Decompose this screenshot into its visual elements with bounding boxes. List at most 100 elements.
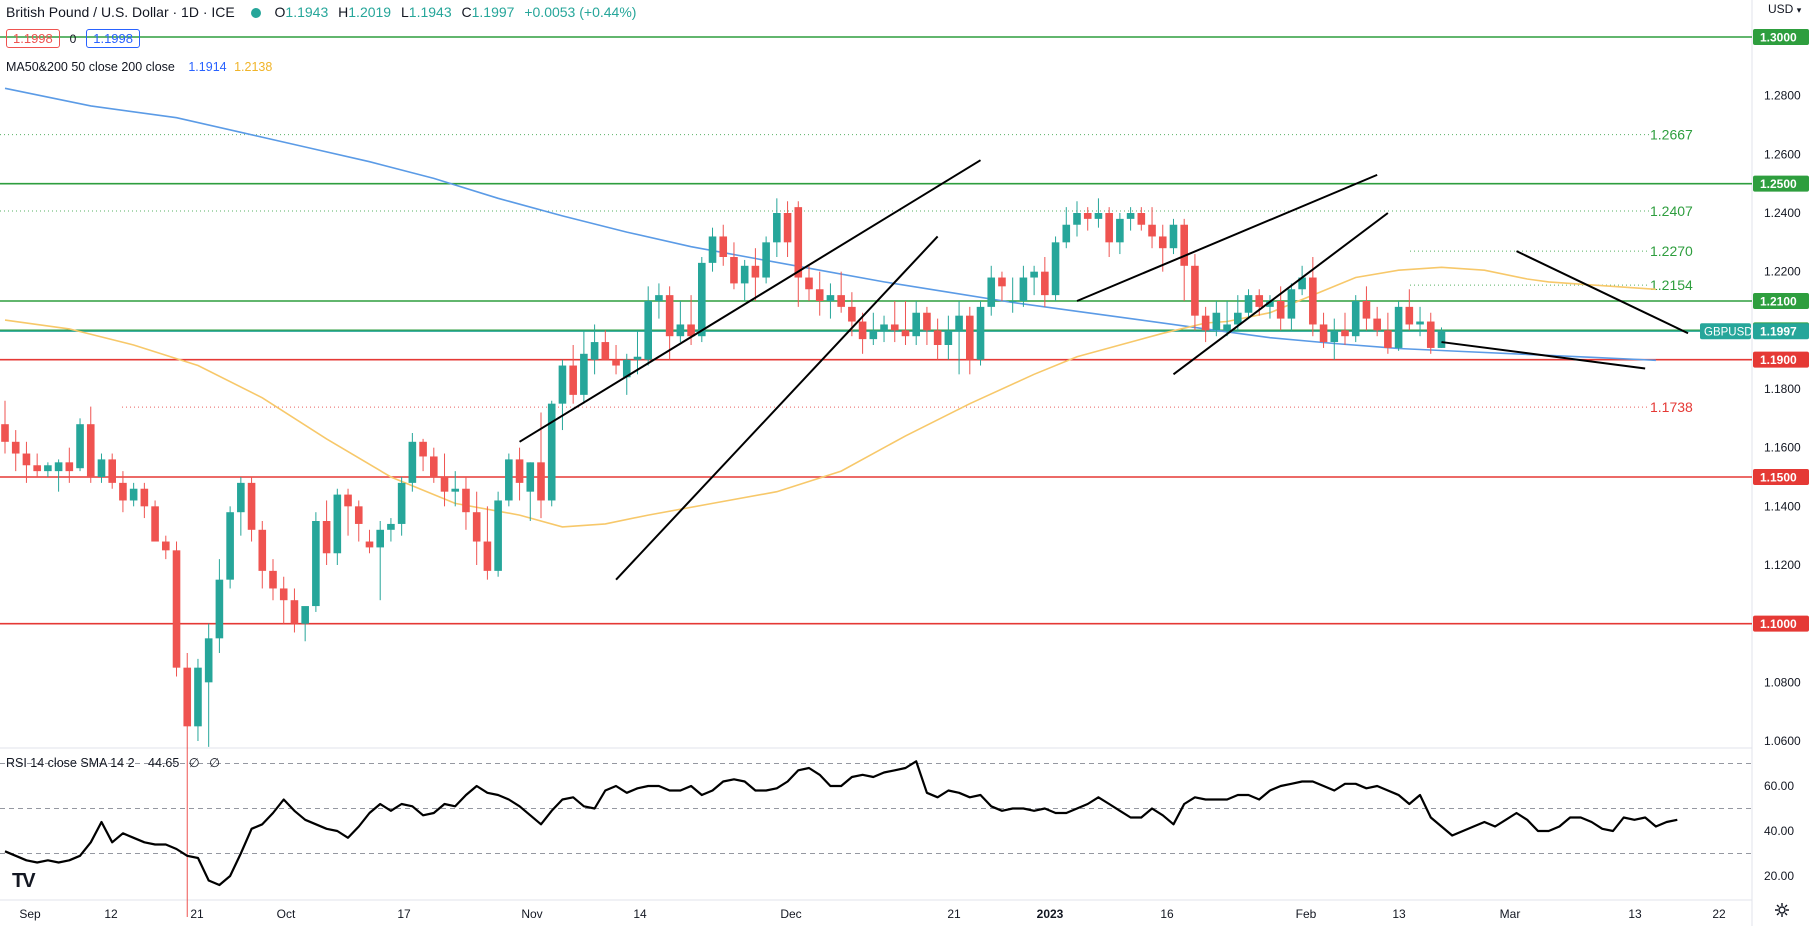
price-tick-label: 1.1600 <box>1764 441 1801 455</box>
candle-body <box>462 488 470 513</box>
candle <box>151 500 159 542</box>
candle <box>880 315 888 343</box>
rsi-extra-1: ∅ <box>188 756 200 770</box>
rsi-line <box>4 760 1678 887</box>
candles[interactable] <box>1 198 1446 917</box>
sell-button[interactable]: 1.1998 <box>6 29 60 48</box>
candle-body <box>1394 306 1403 348</box>
candle-body <box>580 353 588 395</box>
candle-body <box>1169 224 1178 249</box>
candle <box>537 412 545 519</box>
candle-body <box>1201 315 1210 331</box>
key-level-badge-bg <box>1753 615 1809 632</box>
candle <box>86 406 95 483</box>
price-tick-label: 1.2800 <box>1764 89 1801 103</box>
candle-body <box>837 295 845 307</box>
settings-icon[interactable] <box>1774 902 1790 918</box>
candle <box>129 482 138 507</box>
candle-body <box>419 441 427 457</box>
candle <box>751 248 760 301</box>
ohlc-close-label: C <box>461 4 472 20</box>
candle <box>987 265 996 316</box>
candle-body <box>665 295 674 337</box>
tradingview-logo[interactable]: TV <box>12 870 36 893</box>
key-level-badge-bg <box>1753 469 1809 485</box>
candle <box>237 477 245 536</box>
candle <box>183 653 192 917</box>
rsi-tick-label: 20.00 <box>1764 869 1794 883</box>
candle <box>333 488 342 565</box>
candle-body <box>944 330 953 345</box>
candle <box>258 521 267 589</box>
logo-text: TV <box>12 870 36 892</box>
ma200-value: 1.2138 <box>234 60 273 74</box>
candle <box>1105 207 1113 257</box>
time-tick-label: Oct <box>277 907 296 921</box>
candle-body <box>54 462 63 472</box>
candle <box>365 529 374 554</box>
candle <box>1437 327 1446 348</box>
rsi-value: 44.65 <box>148 756 180 770</box>
candle-body <box>1351 301 1360 337</box>
candle-body <box>687 324 695 337</box>
candle <box>247 477 256 542</box>
candle <box>1116 213 1124 255</box>
candle-body <box>97 459 106 477</box>
candle-body <box>590 342 599 360</box>
candle-body <box>676 324 685 337</box>
candle-body <box>740 265 749 284</box>
candle <box>1191 254 1199 331</box>
currency-menu[interactable]: USD ▾ <box>1768 2 1801 16</box>
candle <box>505 453 513 507</box>
candle-body <box>858 321 867 340</box>
candle-body <box>151 506 159 542</box>
candle <box>1266 295 1274 319</box>
candle <box>408 433 417 492</box>
symbol-title[interactable]: British Pound / U.S. Dollar · 1D · ICE <box>6 4 235 20</box>
candle-body <box>194 667 202 727</box>
candle-body <box>998 277 1006 287</box>
candle-body <box>86 424 95 477</box>
candle-body <box>923 312 931 331</box>
time-axis[interactable]: Sep 12 21 Oct 17 Nov 14 Dec 21 2023 16 Feb 13 Mar 13 22 <box>19 907 1726 921</box>
candle-body <box>1083 213 1092 219</box>
candle-body <box>237 482 245 513</box>
ma-legend[interactable]: MA50&200 50 close 200 close 1.1914 1.213… <box>6 60 272 74</box>
candle <box>633 330 642 375</box>
candle-body <box>569 365 577 395</box>
candle <box>119 471 127 513</box>
candle-body <box>901 330 910 337</box>
candle-body <box>108 459 116 483</box>
candle <box>1169 218 1178 255</box>
candle <box>966 306 974 375</box>
buy-button[interactable]: 1.1998 <box>86 29 140 48</box>
candle-body <box>472 512 481 542</box>
triangle-upper <box>1516 250 1689 335</box>
trendlines[interactable] <box>519 159 1689 581</box>
candle <box>1030 265 1038 296</box>
candle <box>955 301 963 375</box>
candle-body <box>773 213 781 243</box>
candle <box>54 459 63 492</box>
rsi-legend[interactable]: RSI 14 close SMA 14 2 44.65 ∅ ∅ <box>6 755 220 770</box>
price-axis[interactable]: 1.30001.28001.26001.24001.22001.20001.18… <box>1700 29 1809 883</box>
time-tick-label: 2023 <box>1037 907 1064 921</box>
candle-body <box>526 462 535 492</box>
candle-body <box>1180 224 1188 266</box>
candle-body <box>258 529 267 571</box>
candle <box>698 257 706 343</box>
rsi-legend-label: RSI 14 close SMA 14 2 <box>6 756 135 770</box>
candle <box>269 559 277 601</box>
candle-body <box>440 477 449 492</box>
price-tick-label: 1.2200 <box>1764 265 1801 279</box>
candle-body <box>1191 265 1199 316</box>
candle-body <box>633 356 642 360</box>
candle <box>162 535 170 560</box>
key-level-badge-bg <box>1753 175 1809 192</box>
key-level-badge-bg <box>1753 293 1809 309</box>
chevron-down-icon: ▾ <box>1796 5 1802 15</box>
candle-body <box>815 289 824 301</box>
candle <box>1094 198 1103 228</box>
key-level-badge: 1.3000 <box>1760 31 1797 45</box>
